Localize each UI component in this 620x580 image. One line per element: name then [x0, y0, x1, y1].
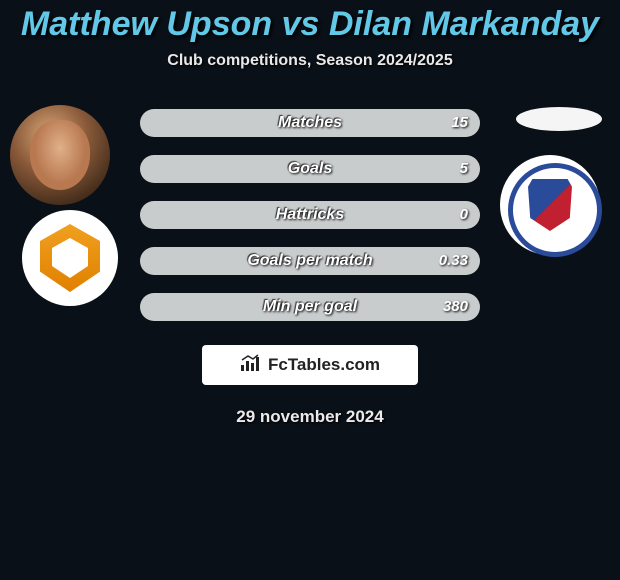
player-left-club-badge	[22, 210, 118, 306]
stat-row: Matches15	[140, 109, 480, 137]
stats-area: Matches15 Goals5 Hattricks0 Goals per match…	[0, 95, 620, 335]
comparison-subtitle: Club competitions, Season 2024/2025	[0, 52, 620, 70]
branding-box: FcTables.com	[202, 345, 418, 385]
comparison-title: Matthew Upson vs Dilan Markanday	[0, 5, 620, 44]
player-right-club-badge	[500, 155, 600, 255]
stat-value-right: 15	[451, 109, 468, 137]
stat-row: Goals5	[140, 155, 480, 183]
stat-label: Min per goal	[140, 293, 480, 321]
stat-bars: Matches15 Goals5 Hattricks0 Goals per match…	[140, 109, 480, 339]
stat-label: Hattricks	[140, 201, 480, 229]
stat-value-right: 380	[443, 293, 468, 321]
stat-label: Goals	[140, 155, 480, 183]
stat-label: Matches	[140, 109, 480, 137]
player-right-avatar	[516, 107, 602, 131]
stat-value-right: 5	[460, 155, 468, 183]
stat-row: Goals per match0.33	[140, 247, 480, 275]
stat-label: Goals per match	[140, 247, 480, 275]
chart-icon	[240, 354, 262, 377]
branding-text: FcTables.com	[268, 355, 380, 375]
generated-date: 29 november 2024	[0, 407, 620, 427]
stat-value-right: 0.33	[439, 247, 468, 275]
stat-value-right: 0	[460, 201, 468, 229]
stat-row: Hattricks0	[140, 201, 480, 229]
player-left-avatar	[10, 105, 110, 205]
stat-row: Min per goal380	[140, 293, 480, 321]
